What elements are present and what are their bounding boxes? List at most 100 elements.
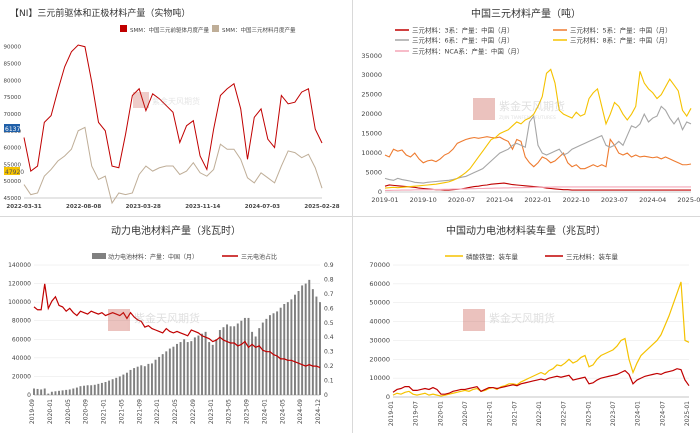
y2-tick-label: 0.5	[324, 320, 334, 327]
x-tick-label: 2024-12	[315, 399, 322, 424]
bar	[233, 326, 236, 395]
series-lines	[384, 68, 692, 191]
bar	[183, 339, 186, 395]
x-tick-label: 2024-01	[635, 401, 642, 426]
bar	[222, 327, 225, 395]
legend-label-ncm: 三元材料：装车量	[566, 252, 619, 261]
bar	[86, 385, 89, 395]
y-tick-label: 10000	[369, 374, 390, 382]
y-tick-label: 10000	[361, 149, 382, 157]
bar	[294, 294, 296, 395]
y-tick-label: 30000	[361, 71, 382, 79]
bar	[79, 386, 82, 395]
bar	[193, 337, 196, 395]
chart-title: 动力电池材料产量（兆瓦时）	[111, 224, 241, 237]
x-tick-label: 2020-07	[462, 401, 469, 426]
badge-precursor: 61370	[5, 126, 24, 133]
series-line	[33, 283, 321, 369]
bar	[240, 320, 243, 395]
y-tick-label: 0	[27, 392, 31, 399]
x-tick-label: 2019-01	[371, 196, 398, 204]
bar	[54, 391, 57, 395]
bar	[179, 342, 182, 395]
y-tick-label: 40000	[369, 318, 390, 326]
legend: 三元材料：3系：产量：中国（月） 三元材料：5系：产量：中国（月） 三元材料：6系：…	[395, 26, 672, 56]
y2-tick-label: 0	[324, 392, 328, 399]
legend: SMM：中国三元前驱体月度产量 SMM：中国三元材料月度产量	[120, 25, 296, 34]
legend-label: 三元材料：3系：产量：中国（月）	[412, 26, 514, 35]
legend: 磷酸铁锂：装车量 三元材料：装车量	[445, 252, 619, 261]
badge-cathode-bg	[4, 167, 20, 175]
x-tick-label: 2025-02-28	[304, 204, 339, 210]
x-tick-label: 2024-07	[659, 401, 666, 426]
bar	[258, 328, 261, 395]
y-tick-label: 5000	[365, 169, 382, 177]
x-tick-label: 2020-05	[65, 399, 72, 424]
bar	[208, 342, 211, 395]
bar	[176, 343, 178, 395]
bar	[319, 302, 321, 395]
bar	[229, 326, 232, 395]
y2-tick-label: 0.2	[324, 363, 334, 370]
bar	[100, 382, 103, 395]
watermark-text: 紫金天风期货	[489, 311, 555, 325]
bar	[140, 365, 143, 395]
x-tick-label: 2022-01	[524, 196, 551, 204]
series-line	[23, 126, 323, 205]
bar	[143, 366, 146, 395]
y-tick-label: 90000	[4, 45, 22, 51]
legend-label-precursor: SMM：中国三元前驱体月度产量	[130, 26, 209, 34]
watermark-seal	[473, 98, 495, 120]
x-tick-label: 2022-01	[154, 399, 161, 424]
y2-tick-label: 0.7	[324, 291, 334, 298]
x-tick-label: 2023-11-14	[185, 204, 220, 210]
bar	[215, 339, 218, 395]
series-line	[384, 68, 692, 189]
y-tick-label: 55000	[4, 162, 22, 168]
y2-tick-label: 0.9	[324, 262, 334, 269]
bar	[151, 363, 153, 395]
x-tick-label: 2019-10	[410, 196, 437, 204]
y-tick-label: 70000	[4, 112, 22, 118]
x-tick-label: 2022-01	[536, 401, 543, 426]
y-tick-label: 35000	[361, 52, 382, 60]
bar	[147, 363, 150, 395]
bar	[129, 369, 132, 395]
y2-tick-label: 0.3	[324, 349, 334, 356]
x-tick-label: 2021-04	[486, 196, 513, 204]
bar	[251, 331, 254, 395]
y2-tick-label: 0.4	[324, 334, 334, 341]
series-lines	[33, 283, 321, 369]
x-tick-label: 2020-07	[448, 196, 475, 204]
bar	[190, 341, 193, 395]
bar	[118, 376, 121, 395]
bar	[50, 391, 53, 395]
bar	[311, 289, 314, 395]
y-axis: 35000 30000 25000 20000 15000 10000 5000 0	[361, 52, 382, 196]
bar	[125, 372, 128, 395]
watermark: 紫金天风期货	[133, 92, 200, 108]
y2-tick-label: 0.8	[324, 276, 334, 283]
bar	[315, 296, 318, 395]
x-tick-label: 2019-01	[388, 401, 395, 426]
y2-tick-label: 0.1	[324, 378, 334, 385]
watermark-seal	[133, 92, 149, 108]
y-tick-label: 40000	[12, 355, 31, 362]
bar	[197, 335, 200, 395]
bar	[286, 302, 289, 395]
bar	[165, 351, 168, 395]
bar	[154, 359, 157, 395]
legend-swatch-bars	[92, 253, 106, 259]
bars	[33, 279, 321, 395]
bar	[68, 389, 71, 395]
bar	[276, 311, 279, 395]
bar	[261, 322, 264, 395]
bar	[72, 388, 75, 395]
chart-title: 中国动力电池材料装车量（兆瓦时）	[446, 224, 606, 237]
badge-cathode: 47920	[5, 169, 24, 176]
y-axis: 70000 60000 50000 40000 30000 20000 10000 0	[369, 261, 689, 401]
series-lines	[392, 281, 690, 397]
x-tick-label: 2023-01	[585, 401, 592, 426]
legend-label-ratio: 三元电池占比	[241, 253, 277, 261]
x-tick-label: 2021-07	[511, 401, 518, 426]
